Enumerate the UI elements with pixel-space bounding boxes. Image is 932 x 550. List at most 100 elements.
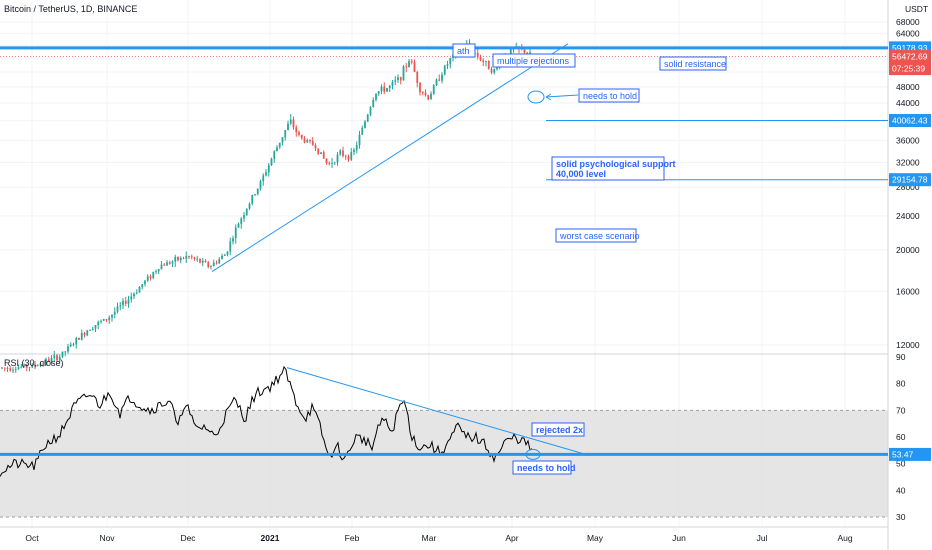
candle-body — [419, 82, 421, 93]
candle-body — [432, 85, 435, 94]
ath-label-box[interactable] — [452, 43, 476, 58]
price-axis-label: 64000 — [896, 28, 920, 38]
candle-body — [89, 330, 91, 331]
candle-body — [449, 58, 452, 65]
candle-body — [160, 264, 163, 270]
price-axis-label: 68000 — [896, 17, 920, 27]
price-axis-label: 36000 — [896, 135, 920, 145]
time-axis-label: Apr — [505, 533, 518, 543]
hold-arrow[interactable] — [545, 94, 579, 98]
hold-circle[interactable] — [527, 90, 545, 104]
candle-body — [226, 251, 229, 255]
rsi-axis-label: 40 — [896, 485, 906, 495]
multiple-rejections-label-box[interactable] — [492, 53, 576, 68]
candle-body — [86, 330, 89, 336]
candle-body — [133, 293, 135, 297]
candle-body — [292, 119, 295, 128]
candle-body — [229, 241, 232, 252]
price-tag-40k-bg — [889, 114, 931, 128]
candle-body — [361, 127, 364, 135]
candle-body — [482, 60, 485, 63]
candle-body — [364, 121, 366, 128]
candle-body — [476, 52, 479, 57]
candle-body — [207, 262, 210, 267]
candle-body — [232, 238, 234, 242]
rsi-band — [0, 410, 888, 517]
candle-body — [53, 355, 56, 358]
candle-body — [309, 140, 311, 141]
candle-body — [113, 311, 116, 315]
drawings[interactable] — [0, 43, 888, 460]
candle-body — [122, 300, 124, 306]
candle-body — [399, 77, 402, 81]
candle-body — [6, 367, 9, 369]
solid-resistance-label-text: solid resistance — [664, 59, 726, 69]
candle-body — [331, 163, 333, 164]
candle-body — [317, 148, 320, 155]
time-axis-label: Feb — [345, 533, 360, 543]
candle-body — [353, 149, 355, 153]
candle-body — [152, 272, 155, 279]
rsi-hold-circle[interactable] — [525, 448, 541, 460]
price-tag-current: 56472.69 — [892, 52, 928, 62]
candle-body — [306, 140, 309, 143]
ascending-trendline[interactable] — [211, 43, 569, 273]
rsi-axis-label: 60 — [896, 432, 906, 442]
candle-body — [322, 152, 325, 159]
candle-body — [210, 266, 212, 267]
candle-body — [188, 256, 190, 257]
candle-body — [119, 305, 122, 307]
candle-body — [124, 300, 127, 304]
hold-arrow-head — [545, 93, 552, 101]
candle-body — [102, 319, 105, 321]
candle-body — [408, 61, 410, 68]
candle-body — [204, 260, 207, 263]
rsi-title: RSI (30, close) — [4, 358, 64, 368]
candle-body — [377, 91, 380, 94]
candle-body — [383, 86, 386, 92]
candle-body — [256, 188, 259, 195]
rsi-needs-to-hold-label-box[interactable] — [512, 460, 572, 475]
candle-body — [105, 319, 108, 321]
candle-body — [526, 52, 529, 54]
time-axis-label: Mar — [422, 533, 437, 543]
candle-body — [402, 66, 405, 81]
candle-body — [97, 321, 100, 326]
price-axis-label: 28000 — [896, 182, 920, 192]
price-tag-worst-case: 29154.78 — [892, 175, 928, 185]
price-axis-label: 48000 — [896, 82, 920, 92]
candle-body — [190, 256, 193, 258]
candle-body — [218, 259, 221, 264]
candle-body — [438, 79, 441, 81]
candle-body — [358, 134, 361, 146]
candle-body — [259, 181, 262, 189]
candle-body — [344, 155, 347, 157]
candle-body — [25, 364, 28, 368]
candle-body — [295, 127, 298, 133]
candle-body — [177, 256, 179, 261]
candle-body — [391, 81, 394, 86]
rsi-descending-trendline[interactable] — [286, 367, 591, 457]
candle-body — [47, 359, 50, 362]
candle-body — [3, 367, 6, 369]
worst-case-label-box[interactable] — [555, 228, 637, 243]
candle-body — [193, 257, 196, 260]
candle-body — [347, 156, 350, 160]
psych-support-label-box[interactable] — [551, 156, 665, 181]
candle-body — [300, 134, 303, 139]
candle-body — [36, 365, 39, 367]
candle-body — [413, 62, 416, 72]
rsi-line — [0, 365, 533, 477]
candle-body — [320, 152, 322, 155]
rejected-2x-label-box[interactable] — [531, 422, 585, 437]
solid-resistance-label-box[interactable] — [659, 56, 727, 71]
candle-body — [155, 271, 157, 273]
needs-to-hold-label-box[interactable] — [578, 88, 640, 103]
candle-body — [17, 367, 20, 370]
candle-body — [416, 71, 419, 83]
candle-body — [405, 66, 408, 68]
countdown-tag-bg — [889, 62, 931, 76]
candle-body — [100, 320, 102, 322]
candle-body — [80, 333, 83, 340]
